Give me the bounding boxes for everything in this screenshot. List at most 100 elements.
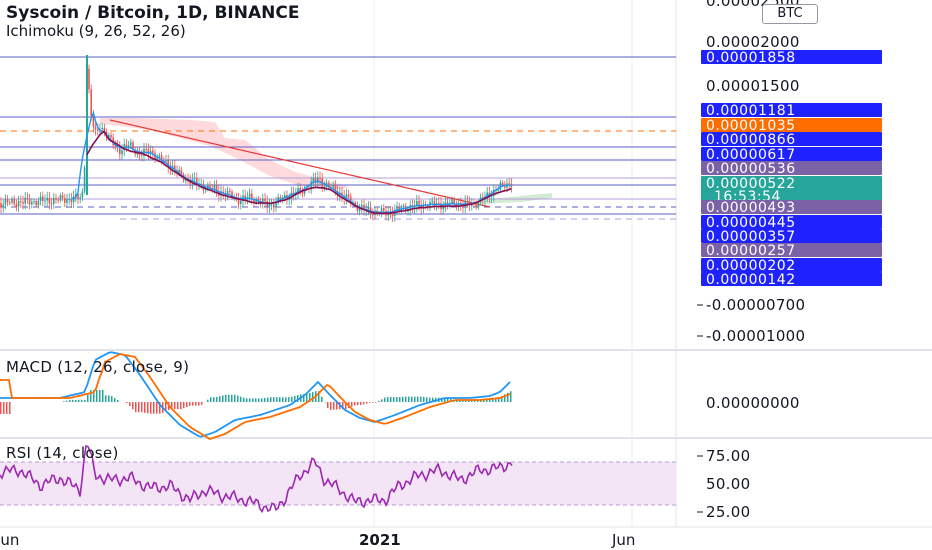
rsi-line	[0, 444, 513, 514]
candle-body	[167, 160, 169, 168]
price-tag-purple[interactable]	[701, 200, 882, 214]
macd-histogram-bar	[201, 402, 203, 405]
candle-body	[396, 206, 398, 211]
macd-histogram-bar	[225, 394, 227, 402]
candle-body	[501, 182, 504, 185]
macd-histogram-bar	[261, 398, 263, 402]
macd-histogram-bar	[165, 402, 167, 412]
candle-body	[147, 149, 150, 154]
macd-histogram-bar	[87, 394, 89, 402]
macd-axis-label: 0.00000000	[706, 394, 800, 412]
candle-body	[253, 200, 255, 203]
candle-body	[380, 208, 383, 214]
candle-body	[372, 213, 374, 216]
candle-body	[237, 197, 240, 204]
candle-body	[174, 165, 176, 170]
macd-indicator-label[interactable]: MACD (12, 26, close, 9)	[6, 358, 190, 376]
macd-histogram-bar	[303, 394, 305, 402]
ichimoku-cloud	[100, 118, 350, 190]
price-tag-blue[interactable]	[701, 147, 882, 161]
macd-histogram-bar	[369, 402, 371, 403]
price-tag-blue[interactable]	[701, 229, 882, 243]
macd-histogram-bar	[129, 402, 131, 407]
macd-histogram-bar	[156, 402, 158, 414]
macd-histogram-bar	[141, 402, 143, 413]
price-tag-purple[interactable]	[701, 161, 882, 175]
price-tag-blue[interactable]	[701, 272, 882, 286]
macd-histogram-bar	[270, 397, 272, 402]
candle-body	[317, 177, 319, 182]
macd-histogram-bar	[318, 391, 320, 402]
currency-button[interactable]: BTC	[762, 4, 818, 24]
macd-histogram-bar	[246, 398, 248, 402]
price-tag-blue[interactable]	[701, 50, 882, 64]
candle-body	[240, 200, 242, 204]
rsi-indicator-label[interactable]: RSI (14, close)	[6, 444, 119, 462]
candle-body	[119, 146, 121, 155]
candle-body	[92, 115, 95, 128]
price-tag-blue[interactable]	[701, 132, 882, 146]
candle-body	[248, 193, 251, 198]
candle-body	[279, 196, 282, 201]
price-tag-teal[interactable]	[701, 176, 882, 204]
macd-histogram-bar	[153, 402, 155, 414]
macd-histogram-bar	[210, 397, 212, 402]
macd-histogram-bar	[63, 401, 65, 402]
candle-body	[314, 178, 317, 182]
candle-body	[510, 184, 513, 187]
price-tag-value: 0.00000536	[706, 161, 796, 177]
macd-histogram-bar	[321, 396, 323, 402]
macd-histogram-bar	[276, 397, 278, 402]
macd-histogram-bar	[255, 398, 257, 402]
candle-body	[48, 197, 51, 204]
macd-line	[0, 351, 511, 438]
candle-body	[20, 201, 22, 203]
candle-body	[83, 167, 86, 192]
candle-body	[451, 199, 453, 204]
price-tag-orange[interactable]	[701, 118, 882, 132]
macd-histogram-bar	[186, 402, 188, 408]
candle-body	[429, 201, 431, 209]
candle-body	[347, 194, 350, 197]
price-tag-blue[interactable]	[701, 103, 882, 117]
candle-body	[44, 200, 46, 202]
macd-histogram-bar	[441, 397, 443, 402]
macd-histogram-bar	[372, 402, 374, 403]
macd-histogram-bar	[282, 397, 284, 402]
candle-body	[53, 198, 55, 204]
price-tag-value: 0.00000522	[706, 176, 796, 192]
candle-body	[158, 155, 161, 157]
candle-body	[46, 197, 48, 201]
candle-body	[477, 201, 480, 208]
candle-body	[244, 195, 246, 199]
macd-histogram-bar	[510, 391, 512, 402]
candle-body	[350, 196, 352, 204]
macd-histogram-bar	[219, 396, 221, 402]
candle-body	[319, 177, 321, 179]
candle-body	[323, 186, 326, 188]
candle-body	[268, 204, 271, 207]
descending-trendline[interactable]	[109, 119, 491, 208]
candle-body	[369, 207, 372, 214]
price-tag-blue[interactable]	[701, 215, 882, 229]
price-tag-purple[interactable]	[701, 243, 882, 257]
macd-histogram-bar	[207, 399, 209, 402]
candle-body	[132, 142, 134, 150]
macd-histogram-bar	[159, 402, 161, 414]
time-label-jun-2021: Jun	[611, 531, 635, 549]
candle-body	[284, 194, 286, 198]
candle-body	[466, 201, 469, 203]
rsi-axis-25: 25.00	[706, 503, 750, 521]
candle-body	[97, 129, 99, 131]
macd-histogram-bar	[432, 397, 434, 402]
macd-histogram-bar	[345, 402, 347, 410]
macd-histogram-bar	[231, 394, 233, 402]
rsi-axis-75: 75.00	[706, 447, 750, 465]
macd-histogram-bar	[363, 402, 365, 405]
ichimoku-indicator-label[interactable]: Ichimoku (9, 26, 52, 26)	[6, 22, 186, 40]
macd-histogram-bar	[327, 402, 329, 409]
macd-histogram-bar	[357, 402, 359, 405]
price-tag-blue[interactable]	[701, 258, 882, 272]
candle-body	[416, 201, 418, 207]
